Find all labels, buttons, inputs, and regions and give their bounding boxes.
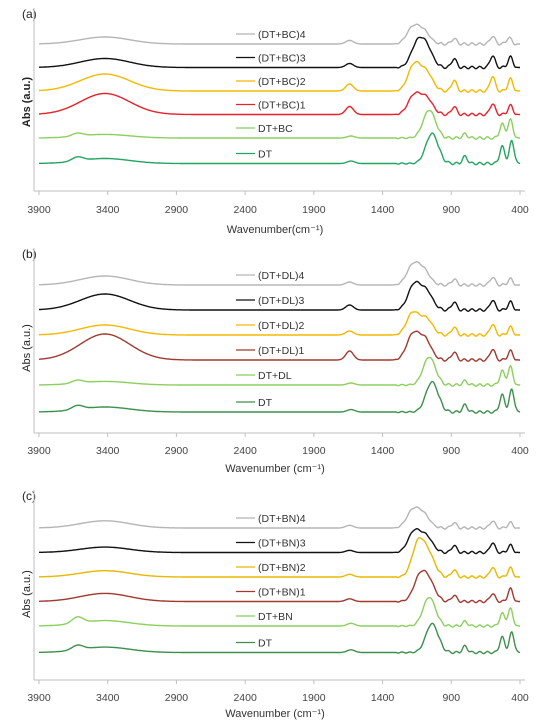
x-tick-label: 2400: [233, 204, 257, 216]
x-tick-label: 3900: [27, 692, 51, 704]
series-line: [39, 91, 520, 117]
legend-label: (DT+DL)1: [258, 345, 305, 357]
x-tick-label: 3900: [27, 445, 51, 457]
legend-label: DT: [258, 149, 273, 161]
y-axis-label: Abs (a.u.): [21, 570, 33, 618]
x-tick-label: 3400: [96, 445, 120, 457]
x-tick-label: 1400: [371, 692, 395, 704]
legend-label: (DT+DL)3: [258, 295, 305, 307]
x-tick-label: 1900: [302, 692, 326, 704]
legend-label: (DT+BC)2: [258, 76, 306, 88]
x-tick-label: 400: [511, 445, 529, 457]
panel-label: (c): [22, 489, 36, 503]
series-line: [39, 23, 520, 46]
panel-a: (a) Abs (a.u.) (DT+BC)4 (DT+BC)3 (DT+BC)2 (DT…: [21, 7, 529, 236]
legend-label: (DT+BC)1: [258, 100, 306, 112]
legend-label: (DT+BN)4: [258, 513, 306, 525]
panel-label: (a): [22, 7, 37, 21]
panel-b: (b) Abs (a.u.) (DT+DL)4 (DT+DL)3 (DT+DL)2 (DT…: [21, 247, 529, 475]
series-line: [39, 36, 520, 70]
legend-label: (DT+DL)4: [258, 270, 305, 282]
x-tick-label: 1900: [302, 204, 326, 216]
x-axis-label: Wavenumber (cm⁻¹): [225, 708, 325, 720]
x-tick-label: 1400: [371, 204, 395, 216]
x-tick-label: 2400: [233, 445, 257, 457]
legend-label: (DT+BN)3: [258, 538, 306, 550]
x-tick-label: 2400: [233, 692, 257, 704]
x-tick-label: 2900: [165, 692, 189, 704]
legend-label: DT+BC: [258, 123, 293, 135]
x-axis-label: Wavenumber(cm⁻¹): [227, 224, 323, 236]
series-line: [39, 60, 520, 93]
series-line: [39, 596, 520, 628]
series-line: [39, 622, 521, 655]
legend-label: (DT+DL)2: [258, 320, 305, 332]
series-line: [38, 132, 521, 166]
series-line: [39, 506, 520, 530]
x-tick-label: 1400: [371, 445, 395, 457]
legend-label: DT: [258, 397, 273, 409]
series-line: [39, 527, 520, 555]
legend-label: DT+BN: [258, 611, 293, 623]
x-tick-label: 2900: [165, 204, 189, 216]
series-line: [39, 537, 520, 579]
x-tick-label: 3900: [27, 204, 51, 216]
y-axis-label: Abs (a.u.): [21, 77, 33, 127]
legend-label: DT+DL: [258, 370, 292, 382]
y-axis-label: Abs (a.u.): [21, 324, 33, 372]
x-tick-label: 400: [511, 204, 529, 216]
panel-label: (b): [22, 247, 37, 261]
legend-label: DT: [258, 638, 273, 650]
x-tick-label: 3400: [96, 204, 120, 216]
legend-label: (DT+BC)4: [258, 29, 306, 41]
x-tick-label: 900: [443, 692, 461, 704]
x-tick-label: 900: [443, 204, 461, 216]
panel-c: (c) Abs (a.u.) (DT+BN)4 (DT+BN)3 (DT+BN)2 (DT…: [21, 489, 529, 720]
x-tick-label: 900: [443, 445, 461, 457]
series-line: [38, 330, 520, 362]
x-tick-label: 2900: [165, 445, 189, 457]
series-line: [39, 280, 520, 312]
series-line: [39, 109, 520, 140]
x-tick-label: 1900: [302, 445, 326, 457]
series-line: [38, 380, 521, 414]
series-line: [39, 356, 520, 387]
legend-label: (DT+BN)2: [258, 562, 306, 574]
x-tick-label: 3400: [96, 692, 120, 704]
series-line: [39, 569, 520, 604]
series-line: [39, 260, 520, 287]
x-tick-label: 400: [511, 692, 529, 704]
series-line: [39, 311, 520, 337]
legend-label: (DT+BC)3: [258, 53, 306, 65]
legend-label: (DT+BN)1: [258, 587, 306, 599]
x-axis-label: Wavenumber (cm⁻¹): [225, 463, 325, 475]
